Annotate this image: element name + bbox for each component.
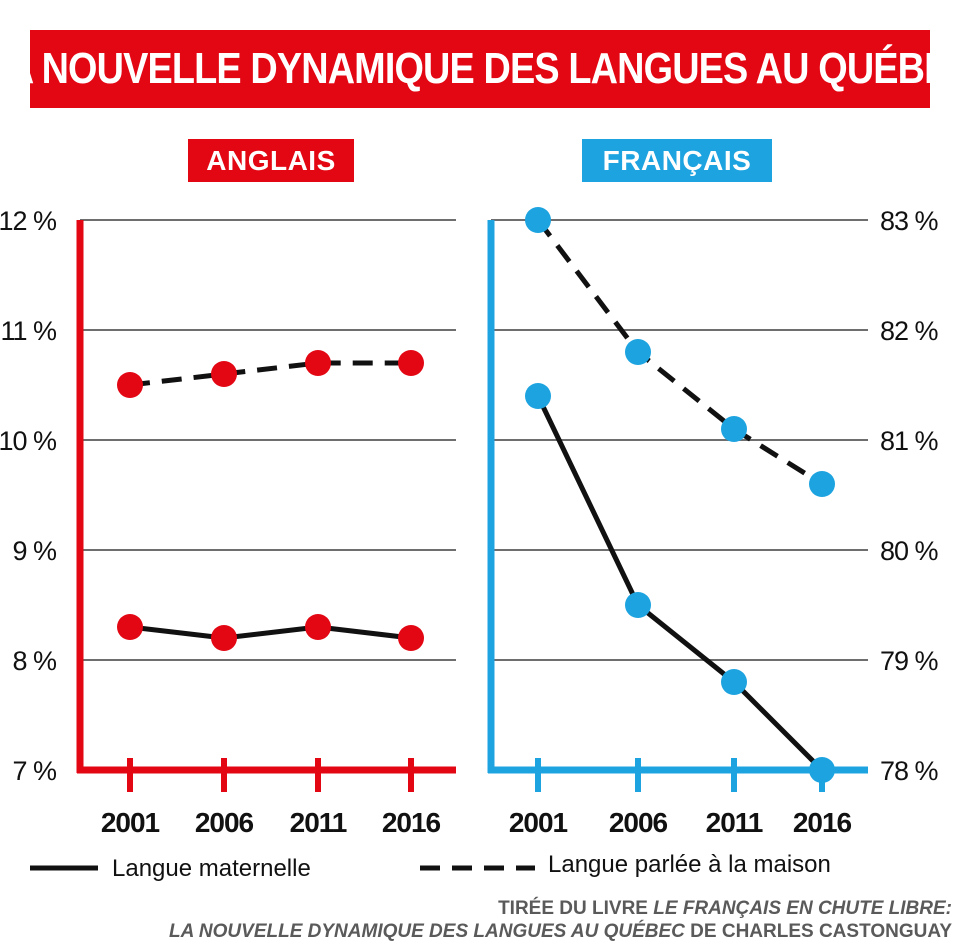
data-point-fr-mother-2016 — [809, 757, 835, 783]
y-tick-label-en: 12 % — [0, 206, 57, 236]
y-tick-label-en: 9 % — [12, 536, 57, 566]
legend-solid-label: Langue maternelle — [112, 855, 311, 882]
series-line-en-home-language — [129, 360, 411, 388]
data-point-en-mother-2016 — [398, 625, 424, 651]
x-tick-label-en-2001: 2001 — [101, 807, 160, 838]
x-tick-label-fr-2016: 2016 — [793, 807, 852, 838]
y-tick-label-en: 8 % — [12, 646, 57, 676]
data-point-fr-home-2011 — [721, 416, 747, 442]
y-tick-label-fr: 81 % — [880, 426, 939, 456]
y-tick-label-fr: 79 % — [880, 646, 939, 676]
data-point-en-home-2006 — [211, 361, 237, 387]
source-author: DE CHARLES CASTONGUAY — [684, 921, 952, 942]
data-point-en-mother-2006 — [211, 625, 237, 651]
title-banner: LA NOUVELLE DYNAMIQUE DES LANGUES AU QUÉ… — [0, 30, 968, 108]
panel-title-anglais: ANGLAIS — [188, 139, 354, 182]
source-credit: TIRÉE DU LIVRE LE FRANÇAIS EN CHUTE LIBR… — [169, 897, 952, 943]
data-point-en-home-2016 — [398, 350, 424, 376]
x-tick-label-en-2011: 2011 — [290, 807, 347, 838]
y-tick-label-en: 11 % — [0, 316, 57, 346]
y-tick-label-fr: 80 % — [880, 536, 939, 566]
data-point-fr-mother-2011 — [721, 669, 747, 695]
chart-title: LA NOUVELLE DYNAMIQUE DES LANGUES AU QUÉ… — [0, 44, 968, 93]
data-point-fr-home-2006 — [625, 339, 651, 365]
series-line-en-mother-tongue — [129, 624, 412, 641]
data-point-en-home-2011 — [305, 350, 331, 376]
panel-title-francais: FRANÇAIS — [582, 139, 772, 182]
data-point-fr-home-2016 — [809, 471, 835, 497]
y-tick-label-fr: 78 % — [880, 756, 939, 786]
data-point-en-home-2001 — [117, 372, 143, 398]
legend-dashed-label: Langue parlée à la maison — [548, 851, 831, 878]
series-line-fr-home-language — [536, 218, 824, 487]
x-tick-label-fr-2001: 2001 — [509, 807, 568, 838]
data-point-en-mother-2001 — [117, 614, 143, 640]
source-book-title: LE FRANÇAIS EN CHUTE LIBRE: — [653, 898, 952, 919]
data-point-fr-mother-2001 — [525, 383, 551, 409]
x-tick-label-fr-2006: 2006 — [609, 807, 668, 838]
y-tick-label-fr: 82 % — [880, 316, 939, 346]
source-line1-prefix: TIRÉE DU LIVRE — [498, 898, 654, 919]
data-point-fr-mother-2006 — [625, 592, 651, 618]
data-point-fr-home-2001 — [525, 207, 551, 233]
y-tick-label-en: 7 % — [12, 756, 57, 786]
y-tick-label-en: 10 % — [0, 426, 57, 456]
x-tick-label-fr-2011: 2011 — [706, 807, 763, 838]
series-line-fr-mother-tongue — [535, 394, 824, 772]
x-tick-label-en-2016: 2016 — [382, 807, 441, 838]
source-book-subtitle: LA NOUVELLE DYNAMIQUE DES LANGUES AU QUÉ… — [169, 921, 685, 942]
y-tick-label-fr: 83 % — [880, 206, 939, 236]
x-tick-label-en-2006: 2006 — [195, 807, 254, 838]
data-point-en-mother-2011 — [305, 614, 331, 640]
